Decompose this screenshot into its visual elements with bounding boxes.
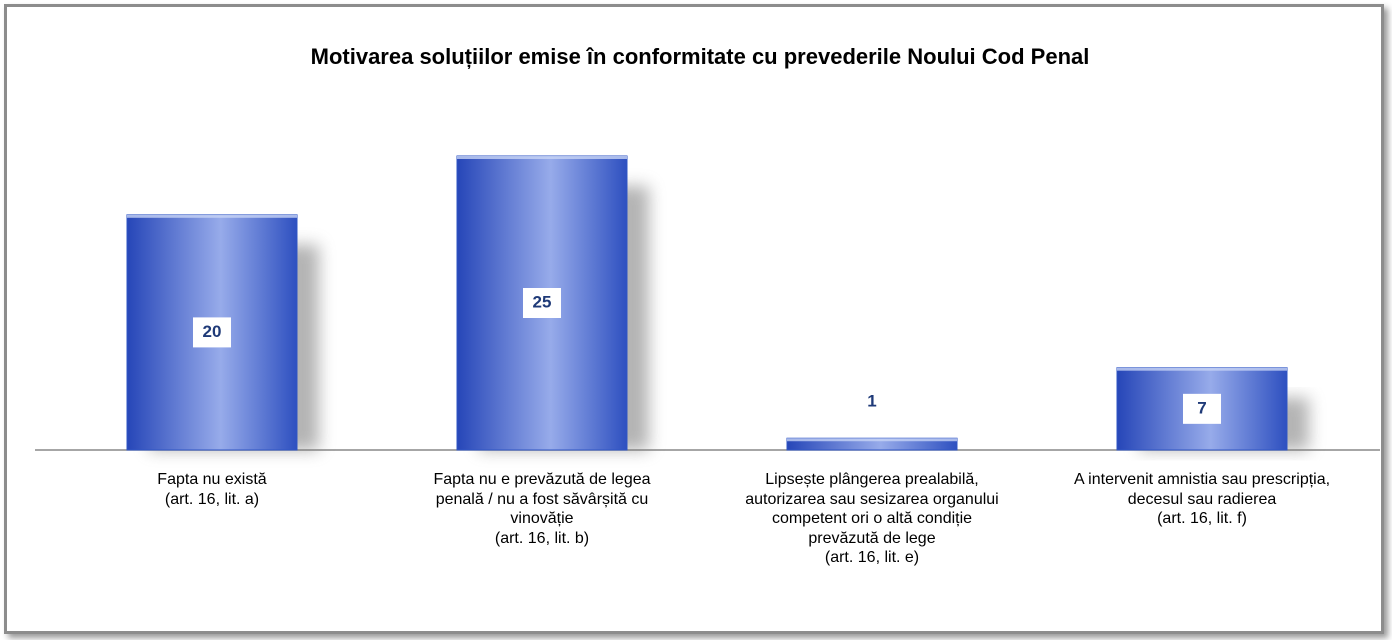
bar-top [127, 214, 297, 218]
value-label-box [193, 317, 231, 348]
value-label: 7 [1197, 398, 1206, 417]
value-label: 20 [203, 322, 222, 341]
value-label: 25 [533, 292, 552, 311]
value-label-box [1183, 393, 1221, 424]
x-tick-label: Fapta nu e prevăzută de legea penală / n… [433, 471, 651, 547]
x-tick-label: A intervenit amnistia sau prescripția, d… [1073, 471, 1331, 527]
bar-top [787, 438, 957, 442]
x-tick-label: Lipsește plângerea prealabilă, autorizar… [745, 471, 999, 566]
value-label-box [523, 288, 561, 318]
chart-title: Motivarea soluțiilor emise în conformita… [311, 44, 1090, 69]
x-tick-label: Fapta nu există (art. 16, lit. a) [157, 471, 267, 508]
chart-frame [4, 4, 1384, 634]
bar-top [1117, 367, 1287, 371]
bar-top [457, 156, 627, 159]
value-label: 1 [867, 392, 876, 411]
